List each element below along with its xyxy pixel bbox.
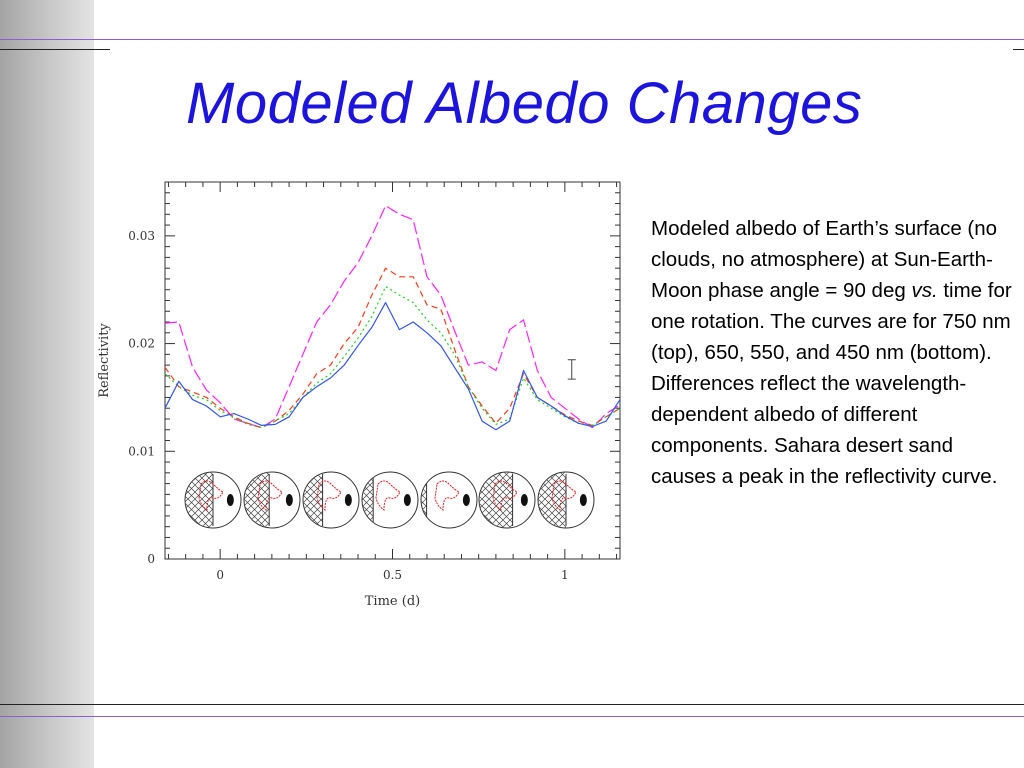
globe-glint <box>226 494 234 506</box>
y-tick-label: 0 <box>147 552 155 566</box>
globe-glint <box>344 494 352 506</box>
x-tick-label: 0.5 <box>383 568 402 582</box>
globe-glint <box>579 494 587 506</box>
left-sidebar-decoration <box>0 0 94 768</box>
x-tick-label: 1 <box>561 568 569 582</box>
globe-night-side <box>538 472 566 528</box>
y-tick-label: 0.01 <box>128 444 155 458</box>
description-vs: vs. <box>911 279 938 302</box>
globe-glint <box>285 494 293 506</box>
globe-disk <box>420 471 478 529</box>
globe-illustration <box>243 471 301 529</box>
globe-illustration <box>420 471 478 529</box>
series-line-550-nm <box>164 285 621 429</box>
globe-illustration <box>302 471 360 529</box>
globe-night-side <box>362 472 374 528</box>
top-accent-line <box>0 39 1024 40</box>
globe-continent-outline <box>551 480 577 511</box>
globe-continent-outline <box>198 480 224 511</box>
series-line-650-nm <box>164 267 621 429</box>
description-part2: time for one rotation. The curves are fo… <box>651 279 1012 488</box>
globe-glint <box>462 494 470 506</box>
globe-night-side <box>303 472 323 528</box>
globe-glint <box>520 494 528 506</box>
globe-night-side <box>244 472 270 528</box>
x-tick-label: 0 <box>216 568 224 582</box>
globe-continent-outline <box>316 480 342 511</box>
globe-continent-outline <box>257 480 283 511</box>
globe-illustrations <box>184 471 595 529</box>
x-axis-label: Time (d) <box>365 594 420 609</box>
globe-continent-outline <box>375 480 401 511</box>
globe-illustration <box>184 471 242 529</box>
description-part1: Modeled albedo of Earth’s surface (no cl… <box>651 217 998 302</box>
globe-night-side <box>185 472 213 528</box>
slide-title: Modeled Albedo Changes <box>186 71 863 136</box>
slide-description: Modeled albedo of Earth’s surface (no cl… <box>651 213 1016 492</box>
globe-continent-outline <box>492 480 518 511</box>
reflectivity-chart-svg: 0 0.5 1 0 0.01 0.02 0.03 Time (d) Reflectivity <box>97 181 621 609</box>
globe-night-side <box>421 472 427 528</box>
y-tick-label: 0.02 <box>128 337 155 351</box>
globe-glint <box>403 494 411 506</box>
globe-night-side <box>479 472 513 528</box>
y-tick-label: 0.03 <box>128 229 155 243</box>
globe-illustration <box>478 471 536 529</box>
top-right-rule <box>1013 49 1024 50</box>
bottom-rule <box>0 704 1024 705</box>
bottom-accent-line <box>0 716 1024 717</box>
axis-ticks: 0 0.5 1 0 0.01 0.02 0.03 <box>128 182 620 582</box>
reflectivity-chart: 0 0.5 1 0 0.01 0.02 0.03 Time (d) Reflectivity <box>90 170 630 620</box>
y-axis-label: Reflectivity <box>97 323 112 398</box>
top-left-rule <box>0 49 110 50</box>
globe-illustration <box>537 471 595 529</box>
error-bar <box>567 359 576 380</box>
series-line-450-nm <box>164 302 621 431</box>
globe-disk <box>361 471 419 529</box>
series-layer <box>164 205 621 431</box>
globe-continent-outline <box>434 480 460 511</box>
globe-illustration <box>361 471 419 529</box>
